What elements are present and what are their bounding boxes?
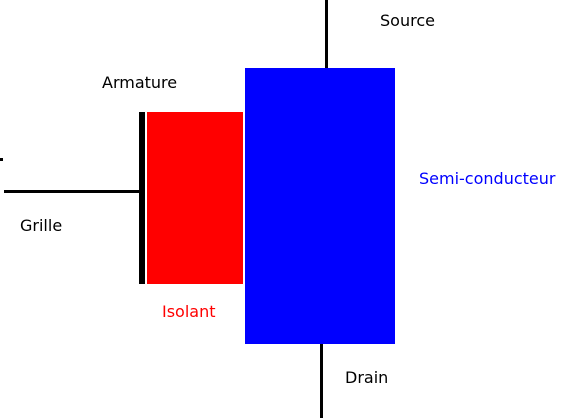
semiconductor-label: Semi-conducteur	[419, 169, 556, 188]
gate-wire-stub	[0, 158, 3, 161]
grille-label: Grille	[20, 216, 63, 235]
drain-label: Drain	[345, 368, 389, 387]
armature-label: Armature	[102, 73, 178, 92]
isolant-label: Isolant	[162, 302, 216, 321]
isolant-layer	[147, 112, 243, 284]
drain-wire	[320, 344, 323, 418]
source-wire	[325, 0, 328, 68]
armature-plate	[139, 112, 145, 284]
semiconductor-block	[245, 68, 395, 344]
gate-wire	[4, 190, 140, 193]
source-label: Source	[380, 11, 435, 30]
